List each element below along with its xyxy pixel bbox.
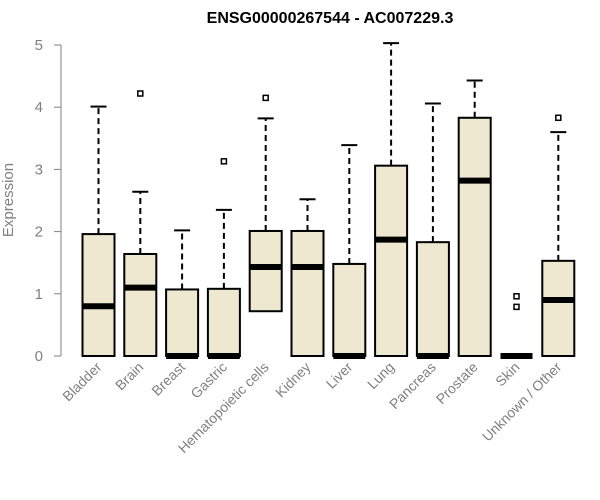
box-body — [165, 288, 200, 358]
box-unknown-other — [541, 114, 576, 358]
box-gastric — [206, 158, 241, 359]
box-hematopoietic-cells — [248, 94, 283, 313]
y-tick-label: 5 — [35, 37, 43, 54]
box-body — [332, 262, 367, 357]
box-pancreas — [415, 102, 450, 359]
outlier-point — [220, 158, 228, 165]
box-body — [206, 287, 241, 358]
box-body — [457, 116, 492, 357]
outlier-point — [137, 90, 144, 97]
box-lung — [374, 42, 409, 357]
box-kidney — [290, 198, 325, 357]
y-axis: 0 1 2 3 4 5 — [35, 37, 62, 365]
box-body — [123, 252, 158, 358]
outlier-point — [513, 293, 520, 300]
y-tick-label: 4 — [35, 99, 43, 116]
y-tick-label: 2 — [35, 224, 43, 241]
box-body — [415, 241, 450, 357]
box-body — [248, 229, 283, 313]
boxes-group — [81, 42, 576, 359]
box-body — [374, 164, 409, 357]
outlier-point — [262, 94, 269, 102]
x-tick-label: Bladder — [59, 359, 105, 405]
x-tick-label: Liver — [323, 359, 356, 392]
outlier-point — [555, 114, 562, 122]
y-tick-label: 3 — [35, 161, 43, 178]
x-tick-label: Prostate — [433, 359, 481, 407]
box-breast — [165, 229, 200, 359]
x-tick-label: Skin — [492, 359, 523, 390]
x-tick-label: Unknown / Other — [479, 359, 565, 445]
outlier-point — [513, 303, 520, 311]
box-body — [290, 229, 325, 357]
chart-title: ENSG00000267544 - AC007229.3 — [207, 10, 454, 27]
x-tick-label: Lung — [364, 359, 397, 392]
box-bladder — [81, 105, 116, 357]
y-axis-label: Expression — [0, 163, 17, 237]
box-liver — [332, 144, 367, 359]
box-brain — [123, 90, 158, 358]
y-tick-label: 1 — [35, 286, 43, 303]
x-tick-label: Kidney — [272, 359, 314, 401]
y-tick-label: 0 — [35, 348, 43, 365]
box-prostate — [457, 79, 492, 357]
box-skin — [500, 293, 533, 359]
box-body — [541, 259, 576, 358]
x-tick-label: Brain — [112, 359, 146, 393]
x-tick-label: Breast — [148, 359, 188, 399]
box-body — [81, 233, 116, 357]
